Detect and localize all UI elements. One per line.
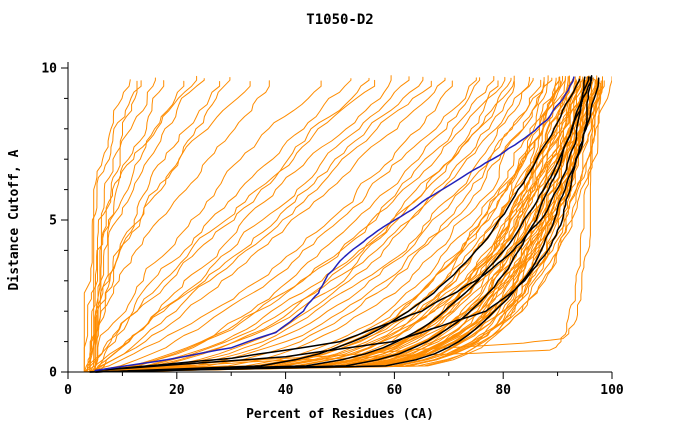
blue-highlight-curve xyxy=(94,76,575,372)
orange-models-curve xyxy=(89,77,534,373)
orange-models-curve xyxy=(86,77,557,373)
orange-models-curve xyxy=(83,80,270,373)
orange-models-curve xyxy=(89,80,165,373)
orange-models-curve xyxy=(94,75,590,373)
orange-models-curve xyxy=(89,76,584,373)
orange-models-curve xyxy=(89,79,131,373)
orange-models-curve xyxy=(83,79,591,373)
black-reference-curve xyxy=(89,77,600,373)
y-tick-label: 0 xyxy=(49,366,57,381)
x-tick-label: 0 xyxy=(64,383,72,398)
orange-models-curve xyxy=(100,79,599,371)
y-tick-label: 10 xyxy=(41,62,57,77)
orange-models-curve xyxy=(89,79,542,373)
orange-models-curve xyxy=(94,79,586,373)
orange-models-curve xyxy=(94,80,545,373)
orange-models-curve xyxy=(83,80,142,373)
orange-models-curve xyxy=(95,80,598,373)
orange-models-curve xyxy=(84,76,424,373)
orange-models-curve xyxy=(85,77,553,373)
orange-models-curve xyxy=(111,78,602,371)
orange-models-curve xyxy=(87,76,495,373)
y-axis-label: Distance Cutoff, A xyxy=(7,149,22,290)
orange-models-curve xyxy=(94,77,481,373)
orange-models-curve xyxy=(89,76,560,373)
orange-models-curve xyxy=(89,77,580,373)
orange-models-curve xyxy=(89,76,561,373)
orange-models-curve xyxy=(89,77,446,373)
orange-models-curve xyxy=(86,77,370,373)
curves-layer xyxy=(83,74,612,373)
orange-models-curve xyxy=(83,78,560,373)
black-reference-curve xyxy=(95,76,592,372)
orange-models-curve xyxy=(90,80,322,373)
orange-models-curve xyxy=(94,79,599,373)
orange-models-curve xyxy=(94,80,515,373)
orange-models-curve xyxy=(89,80,432,373)
orange-models-curve xyxy=(94,76,566,373)
orange-models-curve xyxy=(89,81,600,373)
y-tick-label: 5 xyxy=(49,214,57,229)
x-tick-label: 80 xyxy=(495,383,511,398)
orange-models-curve xyxy=(94,78,352,373)
orange-models-curve xyxy=(96,76,603,373)
x-axis-label: Percent of Residues (CA) xyxy=(246,407,434,422)
orange-models-curve xyxy=(86,80,453,373)
x-tick-label: 100 xyxy=(600,383,624,398)
orange-models-curve xyxy=(94,77,575,373)
x-tick-label: 20 xyxy=(169,383,185,398)
orange-models-curve xyxy=(94,78,205,373)
orange-models-curve xyxy=(94,77,231,373)
black-reference-curve xyxy=(94,74,593,373)
orange-models-curve xyxy=(94,76,530,373)
orange-models-curve xyxy=(83,80,596,373)
orange-models-curve xyxy=(98,75,392,373)
orange-models-curve xyxy=(83,75,198,373)
orange-models-curve xyxy=(94,76,569,373)
orange-models-curve xyxy=(92,80,499,373)
x-tick-label: 40 xyxy=(278,383,294,398)
orange-models-curve xyxy=(90,77,477,373)
orange-models-curve xyxy=(86,81,251,373)
orange-models-curve xyxy=(96,76,588,373)
orange-models-curve xyxy=(84,80,598,373)
x-tick-label: 60 xyxy=(387,383,403,398)
black-reference-curve xyxy=(95,78,581,373)
orange-models-curve xyxy=(94,76,506,373)
orange-models-curve xyxy=(89,75,515,373)
orange-models-curve xyxy=(83,79,587,373)
orange-models-curve xyxy=(83,79,588,373)
orange-models-curve xyxy=(94,79,578,373)
black-reference-curve xyxy=(95,76,586,372)
chart-title: T1050-D2 xyxy=(306,12,373,28)
orange-models-curve xyxy=(89,77,156,373)
orange-models-curve xyxy=(83,77,545,373)
